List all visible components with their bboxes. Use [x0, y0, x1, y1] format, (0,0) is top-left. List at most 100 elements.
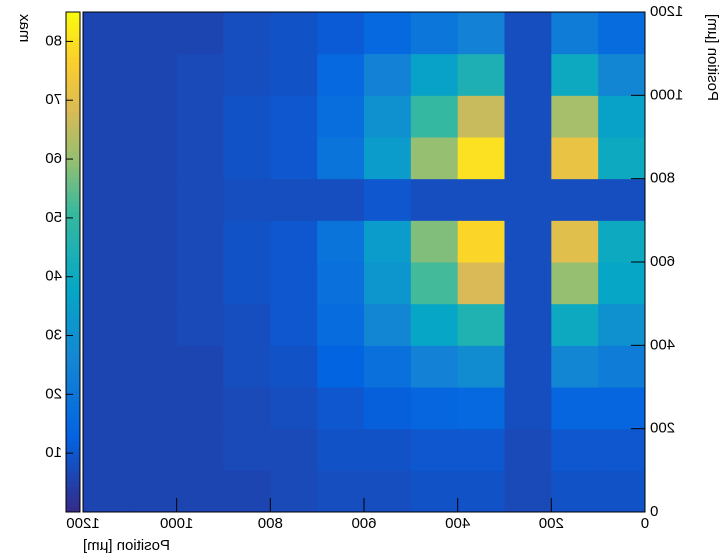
heatmap-cell — [83, 304, 130, 346]
heatmap-cell — [129, 54, 176, 96]
colorbar-swatch — [66, 262, 80, 268]
heatmap-cell — [223, 220, 270, 262]
heatmap-cell — [410, 429, 457, 471]
heatmap-cell — [364, 304, 411, 346]
heatmap-cell — [504, 179, 551, 221]
heatmap-cell — [551, 429, 598, 471]
colorbar-tick-label: 30 — [45, 326, 62, 343]
heatmap-cell — [129, 304, 176, 346]
colorbar-swatch — [66, 407, 80, 413]
heatmap-cell — [176, 12, 223, 54]
heatmap-cell — [598, 387, 645, 429]
colorbar-swatch — [66, 207, 80, 213]
heatmap-cell — [457, 387, 504, 429]
heatmap-cell — [410, 262, 457, 304]
heatmap-cell — [223, 345, 270, 387]
colorbar-swatch — [66, 77, 80, 83]
colorbar-swatch — [66, 487, 80, 493]
colorbar-swatch — [66, 147, 80, 153]
colorbar-tick-label: 20 — [45, 385, 62, 402]
colorbar-swatch — [66, 467, 80, 473]
heatmap-cell — [364, 262, 411, 304]
heatmap-cell — [317, 387, 364, 429]
heatmap-cell — [457, 304, 504, 346]
colorbar-swatch — [66, 22, 80, 28]
heatmap-cell — [504, 220, 551, 262]
colorbar-swatch — [66, 267, 80, 273]
colorbar-tick-label: 60 — [45, 150, 62, 167]
heatmap-cell — [129, 95, 176, 137]
y-tick-label: 400 — [650, 336, 675, 353]
heatmap-cell — [457, 54, 504, 96]
heatmap-cell — [129, 345, 176, 387]
heatmap-cell — [317, 54, 364, 96]
colorbar-swatch — [66, 427, 80, 433]
heatmap-cell — [129, 262, 176, 304]
heatmap-cell — [176, 304, 223, 346]
colorbar-swatch — [66, 367, 80, 373]
heatmap-cell — [129, 429, 176, 471]
heatmap-cell — [410, 470, 457, 512]
colorbar-swatch — [66, 192, 80, 198]
colorbar-title: max — [16, 14, 33, 43]
heatmap-cell — [551, 220, 598, 262]
heatmap-cell — [317, 470, 364, 512]
heatmap-cell — [410, 304, 457, 346]
colorbar-swatch — [66, 232, 80, 238]
colorbar-swatch — [66, 162, 80, 168]
colorbar-swatch — [66, 137, 80, 143]
colorbar-swatch — [66, 132, 80, 138]
heatmap-cell — [223, 429, 270, 471]
heatmap-cell — [270, 137, 317, 179]
heatmap-cell — [129, 137, 176, 179]
heatmap-cell — [317, 262, 364, 304]
colorbar-swatch — [66, 177, 80, 183]
colorbar-swatch — [66, 317, 80, 323]
heatmap-cell — [83, 429, 130, 471]
heatmap-cell — [598, 12, 645, 54]
y-axis-title: Position [µm] — [704, 14, 721, 101]
colorbar-swatch — [66, 327, 80, 333]
colorbar-swatch — [66, 172, 80, 178]
chart: Position [µm] Position [µm] max 02004006… — [0, 0, 724, 558]
colorbar-swatch — [66, 412, 80, 418]
colorbar-swatch — [66, 242, 80, 248]
x-tick-label: 200 — [539, 515, 564, 532]
heatmap-cell — [410, 387, 457, 429]
heatmap-cell — [598, 345, 645, 387]
colorbar-swatch — [66, 417, 80, 423]
heatmap-cell — [83, 179, 130, 221]
heatmap-cell — [457, 470, 504, 512]
heatmap-cell — [223, 387, 270, 429]
colorbar-swatch — [66, 287, 80, 293]
heatmap-cell — [83, 262, 130, 304]
colorbar-swatch — [66, 257, 80, 263]
colorbar-swatch — [66, 277, 80, 283]
colorbar-swatch — [66, 387, 80, 393]
colorbar-swatch — [66, 42, 80, 48]
y-tick-label: 0 — [650, 503, 658, 520]
heatmap-cell — [504, 54, 551, 96]
heatmap-cell — [504, 95, 551, 137]
heatmap-cell — [176, 262, 223, 304]
colorbar-swatch — [66, 462, 80, 468]
heatmap-cell — [551, 179, 598, 221]
colorbar-swatch — [66, 292, 80, 298]
heatmap-cell — [270, 95, 317, 137]
colorbar-swatch — [66, 352, 80, 358]
colorbar-swatch — [66, 397, 80, 403]
colorbar-swatch — [66, 52, 80, 58]
heatmap-cell — [551, 470, 598, 512]
colorbar-swatch — [66, 282, 80, 288]
heatmap-cell — [129, 220, 176, 262]
colorbar-swatch — [66, 107, 80, 113]
heatmap-cell — [457, 137, 504, 179]
heatmap-cell — [223, 470, 270, 512]
heatmap-cell — [317, 429, 364, 471]
heatmap-cell — [598, 54, 645, 96]
heatmap-cell — [598, 179, 645, 221]
heatmap-cell — [504, 137, 551, 179]
heatmap-cell — [410, 345, 457, 387]
colorbar-swatch — [66, 252, 80, 258]
colorbar-swatch — [66, 142, 80, 148]
